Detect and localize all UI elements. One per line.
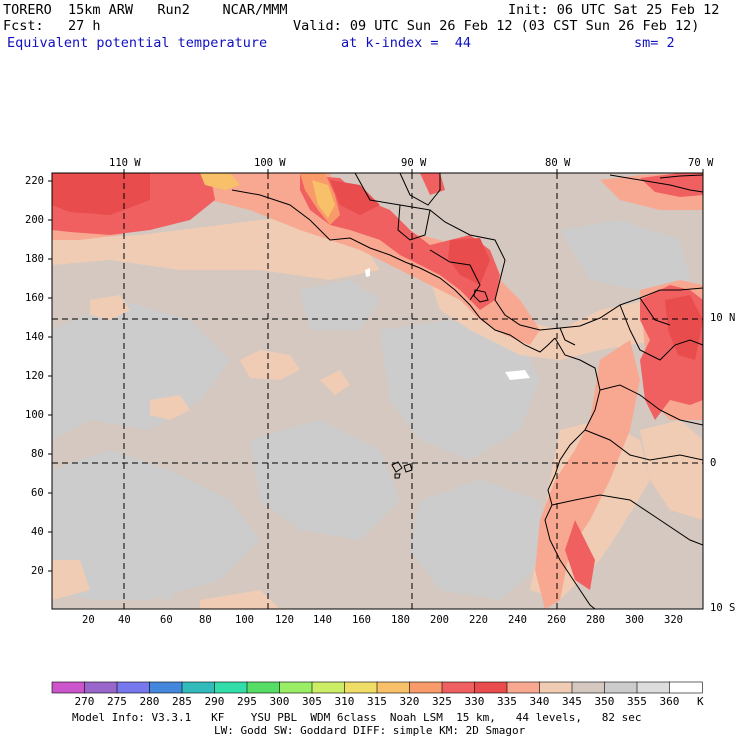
colorbar-swatch (441, 681, 476, 694)
lon-label-100w: 100 W (254, 157, 286, 169)
colorbar-swatch (539, 681, 573, 694)
colorbar-level-label: 325 (432, 695, 452, 708)
colorbar-level-label: 350 (594, 695, 615, 708)
colorbar-swatch (149, 681, 183, 694)
colorbar-swatch (181, 681, 216, 694)
colorbar-swatch (636, 681, 671, 694)
x-tick: 180 (391, 614, 410, 626)
colorbar-swatch (311, 681, 346, 694)
axis-tick-marks (48, 180, 52, 572)
colorbar-swatch (571, 681, 606, 694)
colorbar-swatch (344, 681, 378, 694)
colorbar-swatch (84, 681, 118, 694)
colorbar-level-label: 310 (334, 695, 355, 708)
y-tick: 220 (25, 175, 44, 187)
y-tick: 60 (31, 487, 44, 499)
model-info-line1: Model Info: V3.3.1 KF YSU PBL WDM 6class… (72, 711, 642, 724)
x-tick: 20 (82, 614, 95, 626)
x-tick: 220 (469, 614, 488, 626)
x-tick: 60 (160, 614, 173, 626)
colorbar-swatch (409, 681, 443, 694)
x-tick: 140 (313, 614, 332, 626)
map-frame (51, 172, 704, 610)
colorbar-swatch (604, 681, 638, 694)
colorbar-swatch (376, 681, 411, 694)
colorbar (51, 681, 703, 694)
y-tick: 40 (31, 526, 44, 538)
x-tick: 280 (586, 614, 605, 626)
smoothing: sm= 2 (634, 35, 675, 51)
colorbar-level-label: 355 (627, 695, 647, 708)
y-tick: 140 (25, 331, 44, 343)
lat-label-10n: 10 N (710, 312, 736, 324)
dark-red-cores (52, 173, 703, 360)
colorbar-swatch (116, 681, 151, 694)
colorbar-level-label: 320 (399, 695, 420, 708)
level-index: at k-index = 44 (341, 35, 472, 51)
model-info-line2: LW: Godd SW: Goddard DIFF: simple KM: 2D… (214, 724, 526, 737)
lon-label-90w: 90 W (401, 157, 427, 169)
warm-streak (200, 173, 340, 225)
colorbar-level-label: 340 (529, 695, 550, 708)
valid-time: Valid: 09 UTC Sun 26 Feb 12 (03 CST Sun … (293, 18, 700, 34)
y-tick: 180 (25, 253, 44, 265)
colorbar-level-label: 330 (464, 695, 485, 708)
lon-label-80w: 80 W (545, 157, 571, 169)
x-tick: 240 (508, 614, 527, 626)
colorbar-level-label: 335 (497, 695, 517, 708)
y-tick: 100 (25, 409, 44, 421)
colorbar-swatch (246, 681, 281, 694)
forecast-hour: Fcst: 27 h (3, 18, 101, 34)
x-tick: 320 (664, 614, 683, 626)
colorbar-level-label: 360 (659, 695, 680, 708)
y-tick: 120 (25, 370, 44, 382)
colorbar-swatch (506, 681, 541, 694)
colorbar-level-label: 295 (237, 695, 257, 708)
x-tick: 260 (547, 614, 566, 626)
y-tick: 200 (25, 214, 44, 226)
x-tick: 300 (625, 614, 644, 626)
lon-label-70w: 70 W (688, 157, 714, 169)
white-spots (365, 268, 530, 380)
model-run-title: TORERO 15km ARW Run2 NCAR/MMM (3, 2, 288, 18)
x-tick: 80 (199, 614, 212, 626)
colorbar-swatch (279, 681, 313, 694)
theta-e-field (52, 173, 703, 609)
colorbar-level-label: 305 (302, 695, 322, 708)
y-tick: 80 (31, 448, 44, 460)
colorbar-level-label: 275 (107, 695, 127, 708)
y-tick: 160 (25, 292, 44, 304)
colorbar-level-label: 290 (204, 695, 225, 708)
lat-label-0: 0 (710, 457, 717, 469)
colorbar-swatch (214, 681, 248, 694)
colorbar-swatch (51, 681, 86, 694)
colorbar-unit: K (697, 695, 704, 708)
lat-label-10s: 10 S (710, 602, 736, 614)
x-tick: 200 (430, 614, 449, 626)
lon-label-110w: 110 W (109, 157, 141, 169)
x-tick: 100 (235, 614, 254, 626)
x-tick: 40 (118, 614, 131, 626)
grey-patches (52, 220, 690, 600)
colorbar-swatch (474, 681, 508, 694)
colorbar-level-label: 315 (367, 695, 387, 708)
colorbar-level-label: 300 (269, 695, 290, 708)
top-tick-marks (123, 169, 704, 173)
colorbar-swatch (669, 681, 703, 694)
x-tick: 120 (275, 614, 294, 626)
field-name: Equivalent potential temperature (7, 35, 268, 51)
x-tick: 160 (352, 614, 371, 626)
colorbar-level-label: 280 (139, 695, 160, 708)
init-time: Init: 06 UTC Sat 25 Feb 12 (508, 2, 720, 18)
colorbar-level-label: 270 (74, 695, 95, 708)
colorbar-level-label: 345 (562, 695, 582, 708)
colorbar-level-label: 285 (172, 695, 192, 708)
y-tick: 20 (31, 565, 44, 577)
graticule (52, 173, 703, 609)
